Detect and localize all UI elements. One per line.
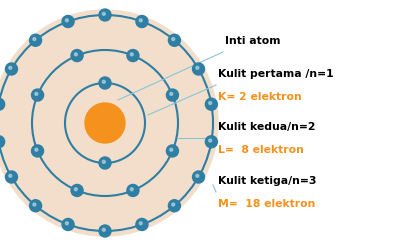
Circle shape bbox=[71, 49, 83, 62]
Circle shape bbox=[0, 10, 218, 236]
Circle shape bbox=[99, 9, 111, 21]
Text: Kulit ketiga/n=3: Kulit ketiga/n=3 bbox=[218, 176, 316, 186]
Circle shape bbox=[99, 77, 111, 89]
Circle shape bbox=[0, 98, 5, 110]
Text: L=  8 elektron: L= 8 elektron bbox=[218, 145, 304, 155]
Circle shape bbox=[30, 34, 42, 46]
Circle shape bbox=[6, 171, 18, 183]
Circle shape bbox=[127, 184, 139, 197]
Circle shape bbox=[9, 174, 12, 177]
Circle shape bbox=[0, 136, 5, 148]
Text: K= 2 elektron: K= 2 elektron bbox=[218, 92, 302, 102]
Circle shape bbox=[102, 12, 105, 15]
Circle shape bbox=[136, 15, 148, 28]
Circle shape bbox=[35, 92, 38, 95]
Circle shape bbox=[99, 157, 111, 169]
Circle shape bbox=[130, 53, 133, 56]
Circle shape bbox=[99, 225, 111, 237]
Circle shape bbox=[30, 200, 42, 212]
Circle shape bbox=[192, 171, 204, 183]
Circle shape bbox=[32, 89, 44, 101]
Circle shape bbox=[170, 92, 173, 95]
Circle shape bbox=[209, 139, 212, 142]
Circle shape bbox=[85, 103, 125, 143]
Circle shape bbox=[33, 203, 36, 206]
Circle shape bbox=[166, 89, 178, 101]
Circle shape bbox=[35, 148, 38, 151]
Circle shape bbox=[205, 136, 217, 148]
Text: M=  18 elektron: M= 18 elektron bbox=[218, 199, 315, 209]
Circle shape bbox=[139, 19, 142, 22]
Circle shape bbox=[102, 160, 105, 163]
Circle shape bbox=[130, 188, 133, 191]
Text: Kulit pertama /n=1: Kulit pertama /n=1 bbox=[218, 69, 334, 79]
Circle shape bbox=[102, 228, 105, 231]
Circle shape bbox=[74, 188, 77, 191]
Circle shape bbox=[172, 38, 175, 41]
Circle shape bbox=[168, 34, 180, 46]
Circle shape bbox=[32, 145, 44, 157]
Circle shape bbox=[71, 184, 83, 197]
Circle shape bbox=[205, 98, 217, 110]
Text: Kulit kedua/n=2: Kulit kedua/n=2 bbox=[218, 122, 316, 132]
Circle shape bbox=[102, 80, 105, 83]
Circle shape bbox=[209, 102, 212, 105]
Circle shape bbox=[65, 222, 68, 225]
Circle shape bbox=[74, 53, 77, 56]
Circle shape bbox=[62, 15, 74, 28]
Circle shape bbox=[136, 218, 148, 231]
Circle shape bbox=[127, 49, 139, 62]
Circle shape bbox=[170, 148, 173, 151]
Circle shape bbox=[192, 63, 204, 75]
Text: Inti atom: Inti atom bbox=[225, 36, 280, 46]
Circle shape bbox=[65, 19, 68, 22]
Circle shape bbox=[9, 66, 12, 69]
Circle shape bbox=[168, 200, 180, 212]
Circle shape bbox=[6, 63, 18, 75]
Circle shape bbox=[172, 203, 175, 206]
Circle shape bbox=[166, 145, 178, 157]
Circle shape bbox=[62, 218, 74, 231]
Circle shape bbox=[33, 38, 36, 41]
Circle shape bbox=[196, 174, 199, 177]
Circle shape bbox=[196, 66, 199, 69]
Circle shape bbox=[139, 222, 142, 225]
